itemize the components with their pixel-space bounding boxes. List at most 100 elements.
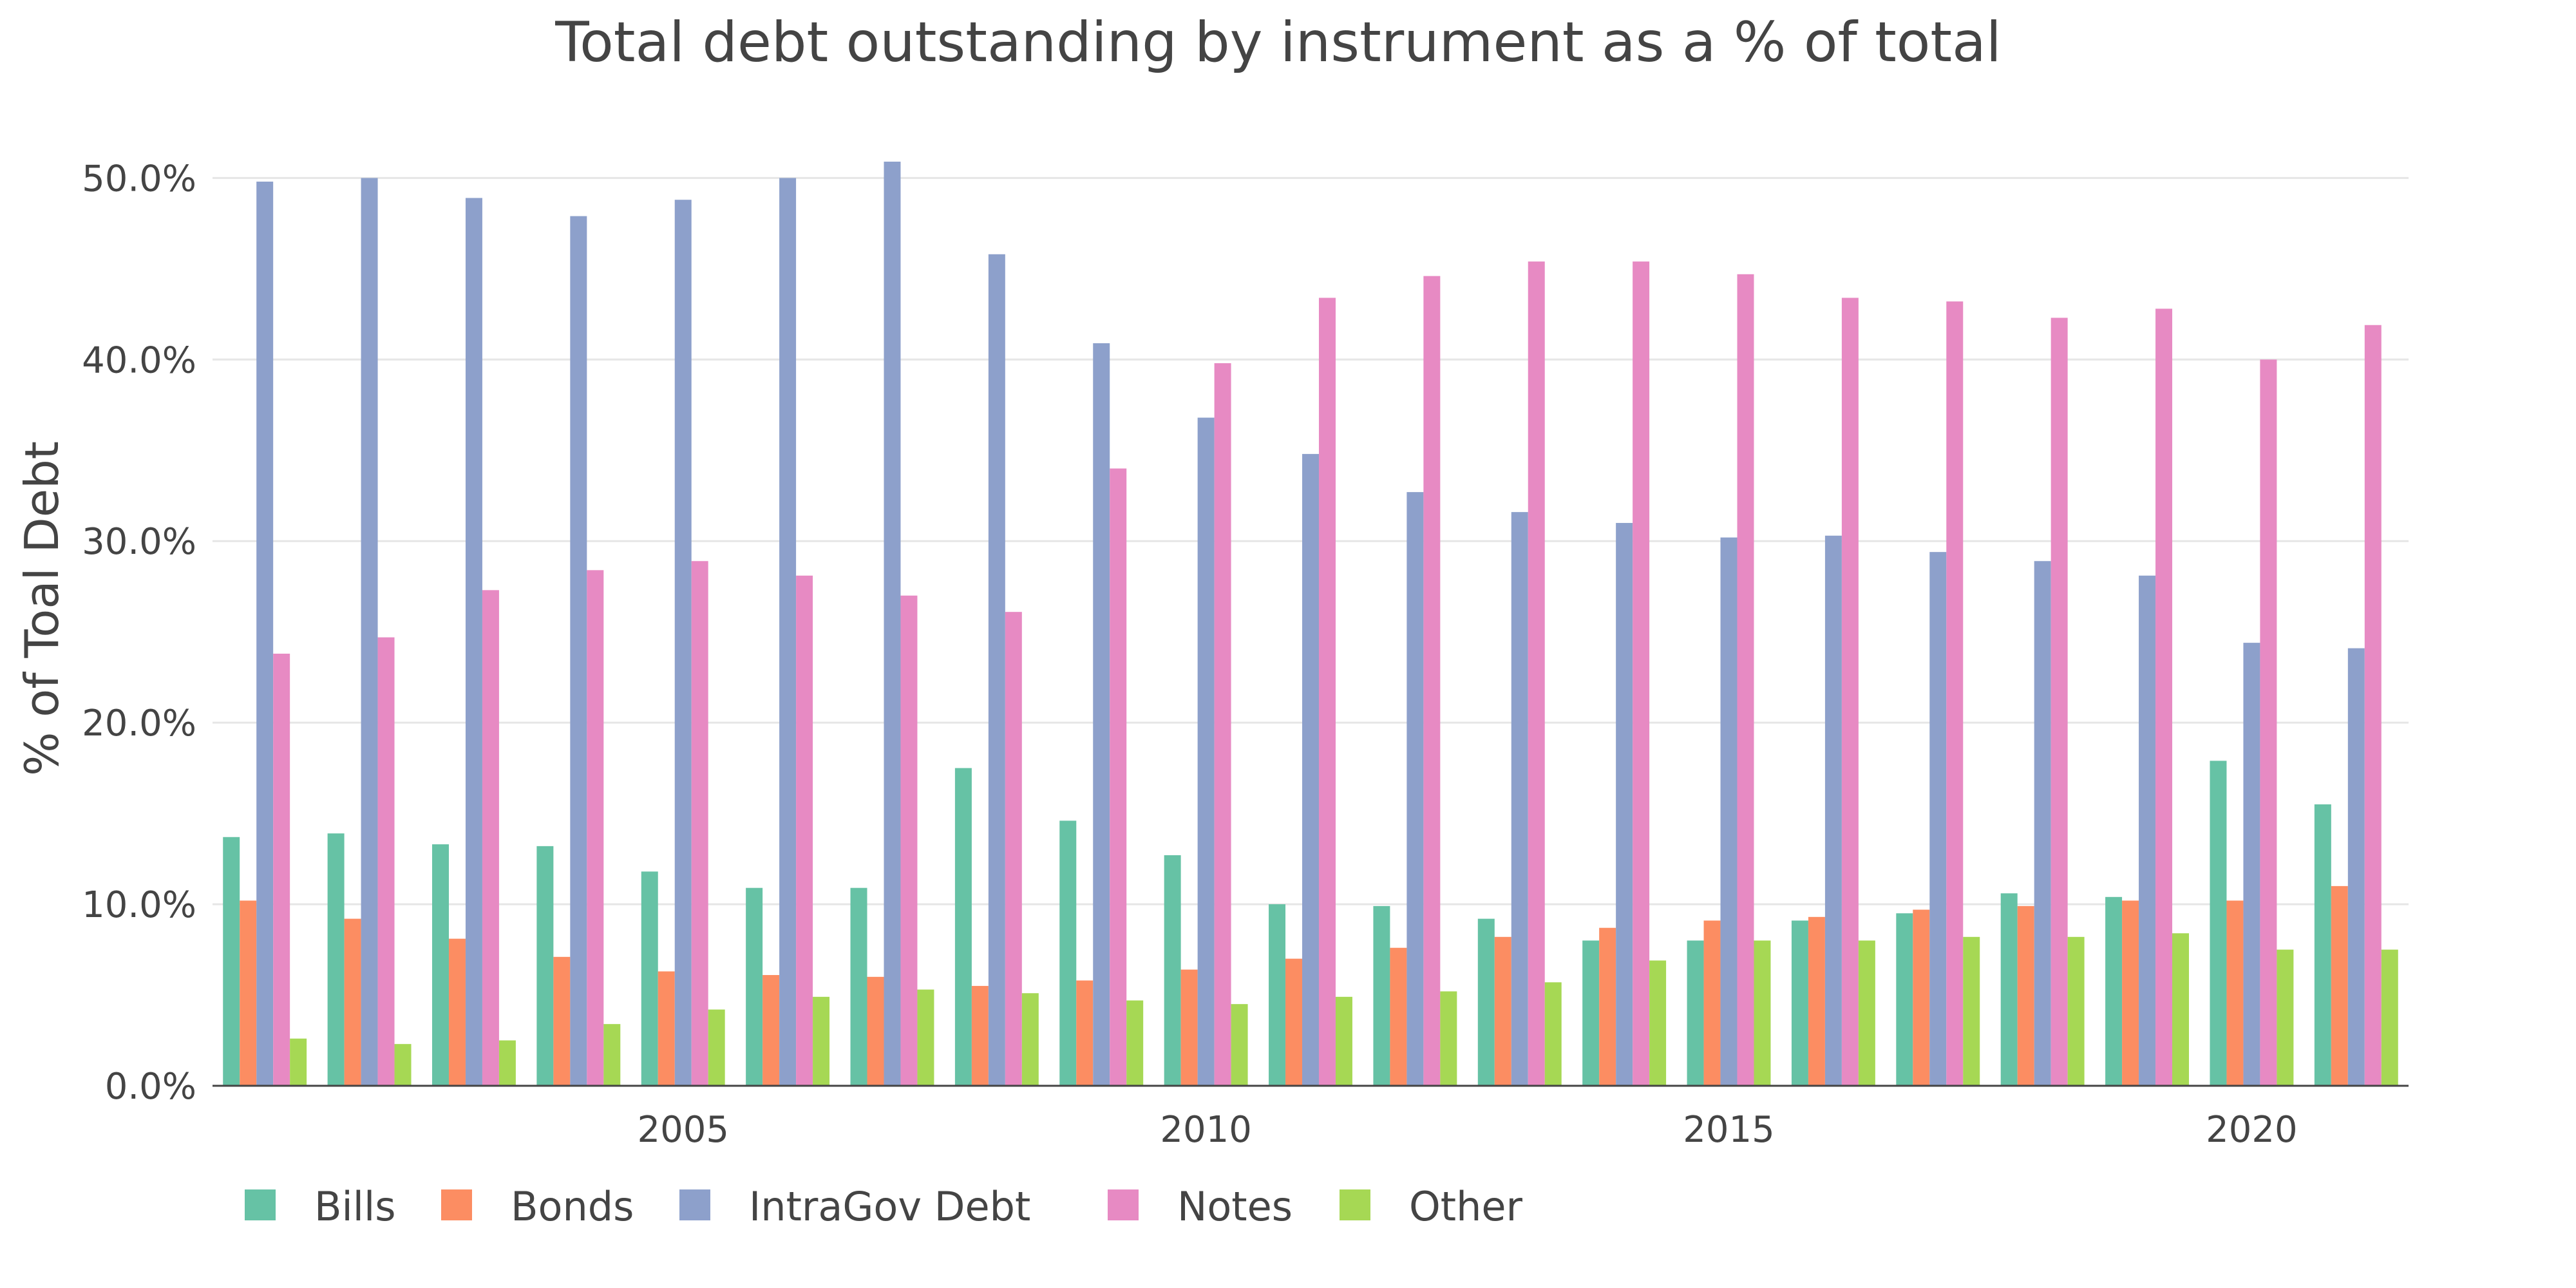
bar-bills-2010 bbox=[1164, 855, 1181, 1086]
bar-other-2008 bbox=[1021, 993, 1039, 1086]
bar-bonds-2010 bbox=[1180, 969, 1198, 1086]
legend-swatch bbox=[1108, 1189, 1139, 1220]
bar-notes-2020 bbox=[2260, 359, 2277, 1086]
bar-bonds-2008 bbox=[971, 985, 989, 1086]
chart-title: Total debt outstanding by instrument as … bbox=[554, 10, 2002, 75]
bar-intragov-debt-2012 bbox=[1406, 492, 1424, 1086]
bar-notes-2015 bbox=[1737, 274, 1754, 1086]
bar-bonds-2009 bbox=[1076, 980, 1094, 1086]
bar-notes-2014 bbox=[1633, 261, 1650, 1086]
bar-bills-2009 bbox=[1059, 820, 1077, 1086]
bar-notes-2003 bbox=[482, 590, 499, 1086]
bar-bonds-2005 bbox=[658, 971, 675, 1086]
bar-intragov-debt-2007 bbox=[884, 162, 901, 1086]
bar-other-2012 bbox=[1440, 991, 1457, 1086]
bar-notes-2016 bbox=[1841, 298, 1859, 1086]
bar-notes-2008 bbox=[1005, 612, 1022, 1086]
bar-intragov-debt-2010 bbox=[1197, 417, 1215, 1086]
bar-intragov-debt-2019 bbox=[2139, 575, 2156, 1086]
bar-intragov-debt-2013 bbox=[1511, 512, 1528, 1086]
bar-other-2002 bbox=[394, 1044, 412, 1086]
bar-intragov-debt-2006 bbox=[779, 178, 797, 1086]
bar-other-2014 bbox=[1649, 960, 1667, 1086]
y-axis: 0.0% 10.0% 20.0% 30.0% 40.0% 50.0% bbox=[82, 158, 196, 1108]
bar-other-2009 bbox=[1126, 1000, 1144, 1086]
bar-intragov-debt-2021 bbox=[2347, 648, 2365, 1086]
bar-bills-2008 bbox=[954, 768, 972, 1086]
bar-intragov-debt-2008 bbox=[988, 254, 1005, 1086]
legend-label: Bills bbox=[314, 1183, 396, 1230]
bar-bonds-2015 bbox=[1703, 920, 1721, 1086]
bar-other-2003 bbox=[498, 1040, 516, 1086]
bar-notes-2019 bbox=[2155, 308, 2173, 1086]
bar-notes-2012 bbox=[1423, 276, 1441, 1086]
bar-other-2004 bbox=[603, 1024, 621, 1086]
bar-bills-2005 bbox=[641, 871, 658, 1086]
bar-intragov-debt-2018 bbox=[2034, 561, 2051, 1086]
bar-notes-2009 bbox=[1110, 468, 1127, 1086]
bar-bills-2001 bbox=[223, 837, 240, 1086]
legend-label: Other bbox=[1409, 1183, 1523, 1230]
bar-bills-2019 bbox=[2105, 896, 2123, 1086]
bar-notes-2021 bbox=[2364, 325, 2382, 1086]
bar-intragov-debt-2009 bbox=[1093, 343, 1110, 1086]
bar-bonds-2019 bbox=[2122, 900, 2139, 1086]
bar-intragov-debt-2011 bbox=[1302, 453, 1319, 1086]
bar-other-2018 bbox=[2067, 936, 2085, 1086]
bar-bonds-2004 bbox=[553, 956, 571, 1086]
bar-bonds-2013 bbox=[1494, 936, 1511, 1086]
bar-intragov-debt-2015 bbox=[1720, 537, 1738, 1086]
bar-bonds-2011 bbox=[1285, 958, 1303, 1086]
bar-notes-2013 bbox=[1528, 261, 1545, 1086]
bar-bills-2015 bbox=[1687, 940, 1704, 1086]
bar-bonds-2002 bbox=[344, 918, 361, 1086]
bar-bills-2012 bbox=[1373, 905, 1390, 1086]
bar-bills-2007 bbox=[850, 887, 867, 1086]
bar-notes-2006 bbox=[796, 575, 813, 1086]
bar-bills-2013 bbox=[1477, 918, 1495, 1086]
bar-notes-2004 bbox=[587, 570, 604, 1086]
bar-bills-2014 bbox=[1582, 940, 1600, 1086]
bar-notes-2007 bbox=[900, 595, 918, 1086]
bar-bonds-2006 bbox=[762, 975, 780, 1086]
bar-bonds-2016 bbox=[1808, 916, 1825, 1086]
bar-bills-2020 bbox=[2210, 761, 2227, 1086]
bar-notes-2011 bbox=[1318, 298, 1336, 1086]
bar-bills-2002 bbox=[327, 833, 345, 1086]
bar-other-2021 bbox=[2381, 949, 2398, 1086]
bar-intragov-debt-2004 bbox=[570, 216, 587, 1086]
legend-label: Bonds bbox=[511, 1183, 634, 1230]
bar-intragov-debt-2002 bbox=[361, 178, 378, 1086]
x-tick-label: 2005 bbox=[637, 1109, 729, 1151]
y-tick-label: 0.0% bbox=[105, 1066, 196, 1108]
bar-other-2020 bbox=[2277, 949, 2294, 1086]
x-tick-label: 2010 bbox=[1160, 1109, 1252, 1151]
bar-notes-2017 bbox=[1946, 301, 1964, 1086]
bar-bonds-2018 bbox=[2017, 905, 2034, 1086]
bar-notes-2002 bbox=[377, 637, 395, 1086]
y-axis-title: % of Toal Debt bbox=[15, 441, 69, 776]
bar-bills-2017 bbox=[1896, 913, 1913, 1086]
bar-other-2013 bbox=[1544, 982, 1562, 1086]
bar-notes-2001 bbox=[273, 654, 290, 1086]
bar-intragov-debt-2017 bbox=[1929, 552, 1947, 1086]
bar-bonds-2001 bbox=[240, 900, 257, 1086]
bar-other-2006 bbox=[813, 996, 830, 1086]
bar-other-2011 bbox=[1335, 996, 1352, 1086]
bar-intragov-debt-2020 bbox=[2243, 643, 2260, 1086]
bar-other-2001 bbox=[290, 1038, 307, 1086]
bar-bills-2006 bbox=[746, 887, 763, 1086]
x-tick-label: 2015 bbox=[1683, 1109, 1775, 1151]
legend: Bills Bonds IntraGov Debt Notes Other bbox=[245, 1183, 1523, 1230]
legend-label: IntraGov Debt bbox=[749, 1183, 1030, 1230]
x-tick-label: 2020 bbox=[2206, 1109, 2298, 1151]
bar-bills-2004 bbox=[536, 846, 554, 1086]
bar-other-2015 bbox=[1754, 940, 1771, 1086]
bar-bills-2011 bbox=[1269, 904, 1286, 1086]
bar-intragov-debt-2001 bbox=[256, 182, 274, 1086]
legend-swatch bbox=[245, 1189, 276, 1220]
bar-other-2005 bbox=[708, 1009, 725, 1086]
bar-bonds-2007 bbox=[867, 976, 884, 1086]
y-tick-label: 20.0% bbox=[82, 703, 196, 744]
